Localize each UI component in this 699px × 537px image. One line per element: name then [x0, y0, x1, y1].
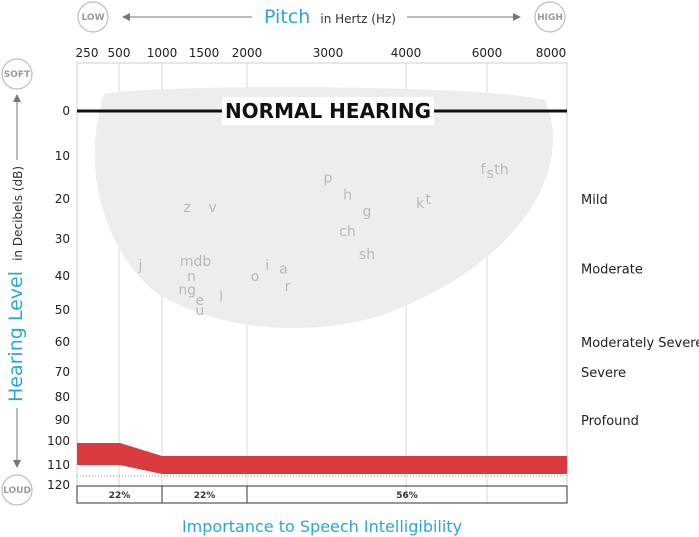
low-label: LOW [82, 13, 105, 23]
importance-percent: 22% [109, 491, 131, 501]
severity-label: Moderate [581, 263, 643, 278]
speech-sound-label: t [426, 192, 432, 208]
y-tick-label: 110 [47, 458, 70, 472]
loud-label: LOUD [3, 486, 31, 496]
speech-sound-label: s [487, 166, 494, 182]
level-scale: SOFT LOUD Hearing Level in Decibels (dB) [1, 58, 33, 506]
pitch-arrow-right-head [513, 13, 521, 21]
level-arrow-down-head [13, 460, 21, 468]
y-tick-label: 20 [55, 192, 70, 206]
speech-sound-label: j [138, 258, 143, 274]
pitch-title-sub: in Hertz (Hz) [320, 12, 396, 26]
banner-bg [222, 97, 434, 125]
level-title-main: Hearing Level [5, 271, 27, 402]
importance-labels: 22% 22% 56% [109, 491, 418, 501]
speech-sound-label: ng [178, 283, 196, 299]
pitch-title-main: Pitch [264, 6, 310, 28]
speech-sound-label: e [195, 293, 204, 309]
x-tick-label: 4000 [391, 46, 422, 60]
x-tick-label: 3000 [313, 46, 344, 60]
soft-circle [1, 58, 33, 90]
x-axis-label: Importance to Speech Intelligibility [182, 517, 462, 536]
speech-sound-label: k [416, 196, 425, 212]
level-title: Hearing Level in Decibels (dB) [5, 166, 27, 402]
speech-banana [94, 87, 553, 329]
y-tick-label: 10 [55, 149, 70, 163]
high-label: HIGH [537, 13, 563, 23]
speech-sound-label: ch [339, 224, 356, 240]
profound-band [77, 443, 567, 474]
x-tick-label: 1000 [147, 46, 178, 60]
y-tick-label: 60 [55, 335, 70, 349]
speech-sound-label: o [251, 269, 260, 285]
y-tick-label: 80 [55, 390, 70, 404]
y-tick-label: 40 [55, 269, 70, 283]
speech-sound-label: mdb [180, 254, 212, 270]
y-tick-label: 50 [55, 303, 70, 317]
speech-sound-label: v [208, 200, 216, 216]
y-tick-label: 100 [47, 434, 70, 448]
y-tick-label: 90 [55, 413, 70, 427]
severity-label: Moderately Severe [581, 336, 699, 351]
pitch-header: LOW HIGH Pitch in Hertz (Hz) [77, 1, 566, 33]
x-tick-label: 2000 [232, 46, 263, 60]
x-tick-labels: 250 500 1000 1500 2000 3000 4000 6000 8000 [76, 46, 567, 60]
y-tick-label: 120 [47, 478, 70, 492]
level-arrow-up-head [13, 94, 21, 102]
y-tick-label: 70 [55, 365, 70, 379]
y-tick-labels: 0 10 20 30 40 50 60 70 80 90 100 110 120 [47, 104, 70, 492]
loud-circle [1, 474, 33, 506]
speech-sound-label: f [480, 162, 486, 178]
x-tick-label: 1500 [189, 46, 220, 60]
speech-sound-label: l [219, 289, 223, 305]
severity-label: Mild [581, 193, 608, 208]
x-tick-label: 8000 [536, 46, 567, 60]
severity-label: Severe [581, 366, 626, 381]
speech-sound-label: th [494, 162, 508, 178]
low-circle [77, 1, 109, 33]
level-title-sub: in Decibels (dB) [11, 166, 25, 261]
high-circle [534, 1, 566, 33]
y-tick-label: 30 [55, 232, 70, 246]
pitch-title: Pitch in Hertz (Hz) [264, 6, 396, 28]
y-tick-label: 0 [62, 104, 70, 118]
speech-sound-label: p [324, 171, 333, 187]
speech-sound-label: i [265, 258, 269, 274]
speech-sound-label: a [279, 262, 288, 278]
speech-sound-label: r [285, 279, 291, 295]
speech-sound-label: h [343, 188, 352, 204]
speech-sound-label: u [195, 303, 204, 319]
x-tick-label: 500 [108, 46, 131, 60]
severity-label: Profound [581, 414, 639, 429]
importance-percent: 22% [194, 491, 216, 501]
speech-sound-label: g [363, 204, 372, 220]
speech-sound-label: sh [359, 247, 375, 263]
importance-row-frame [76, 485, 568, 504]
x-tick-label: 6000 [472, 46, 503, 60]
speech-sound-label: n [187, 269, 196, 285]
normal-hearing-banner: NORMAL HEARING [225, 99, 431, 123]
speech-sound-label: z [184, 200, 191, 216]
x-tick-label: 250 [76, 46, 99, 60]
soft-label: SOFT [4, 70, 31, 80]
importance-percent: 56% [396, 491, 418, 501]
pitch-arrow-left-head [122, 13, 130, 21]
severity-labels: Mild Moderate Moderately Severe Severe Profo… [581, 193, 699, 429]
